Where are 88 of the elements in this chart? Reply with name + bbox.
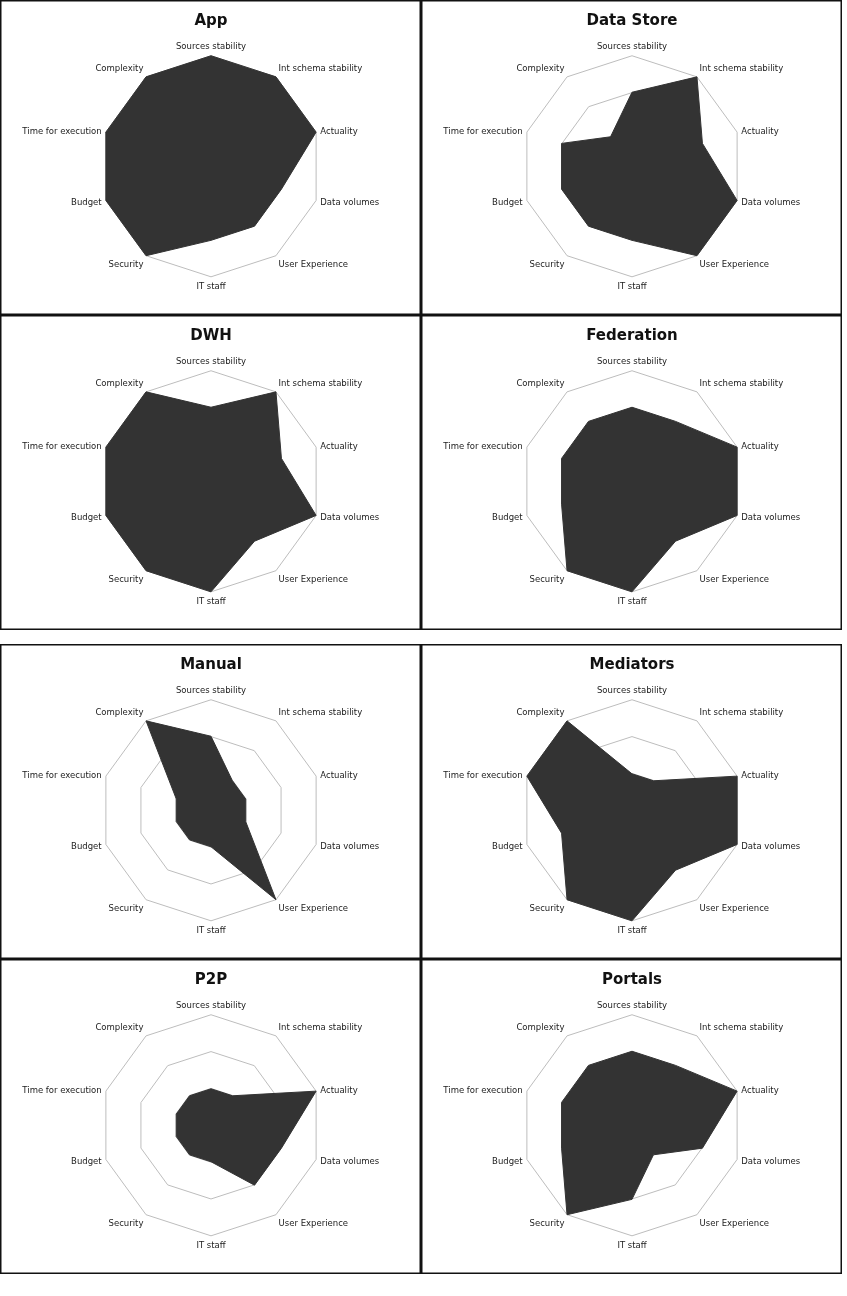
spoke-label: Int schema stability [278,707,363,718]
spoke-label: Actuality [741,769,779,780]
spoke-label: Sources stability [596,356,668,367]
spoke-label: Security [108,574,144,585]
spoke-label: Time for execution [442,769,523,780]
spoke-label: Int schema stability [699,378,784,389]
spoke-label: Complexity [516,707,565,718]
spoke-label: Budget [71,840,103,851]
spoke-label: Security [529,259,565,270]
spoke-label: Budget [492,840,524,851]
spoke-label: IT staff [617,1240,648,1251]
spoke-label: User Experience [278,1218,349,1229]
spoke-label: Security [529,903,565,914]
spoke-label: Int schema stability [699,63,784,74]
spoke-label: Int schema stability [278,63,363,74]
spoke-label: Budget [492,1155,524,1166]
spoke-label: Int schema stability [278,1022,363,1033]
spoke-label: Int schema stability [278,378,363,389]
spoke-label: Complexity [95,63,144,74]
spoke-label: Actuality [320,125,358,136]
spoke-label: Data volumes [741,511,801,522]
chart-title: Data Store [586,11,678,30]
spoke-label: Data volumes [320,196,380,207]
spoke-label: Security [108,903,144,914]
spoke-label: Actuality [320,769,358,780]
spoke-label: Security [529,1218,565,1229]
spoke-label: Security [108,259,144,270]
spoke-label: Complexity [516,378,565,389]
spoke-label: IT staff [196,281,227,292]
chart-title: Portals [601,970,663,989]
spoke-label: Complexity [516,1022,565,1033]
spoke-label: Security [529,574,565,585]
spoke-label: Time for execution [442,125,523,136]
chart-title: Federation [586,326,678,345]
spoke-label: Time for execution [442,1084,523,1095]
spoke-label: IT staff [617,925,648,936]
spoke-label: Complexity [516,63,565,74]
chart-title: App [194,11,228,30]
spoke-label: Budget [71,1155,103,1166]
spoke-label: User Experience [699,259,770,270]
spoke-label: Actuality [741,440,779,451]
spoke-label: Actuality [741,125,779,136]
spoke-label: Security [108,1218,144,1229]
spoke-label: Sources stability [596,41,668,52]
spoke-label: Sources stability [175,685,247,696]
spoke-label: Budget [492,511,524,522]
spoke-label: IT staff [196,1240,227,1251]
spoke-label: Int schema stability [699,707,784,718]
spoke-label: Complexity [95,1022,144,1033]
spoke-label: User Experience [699,1218,770,1229]
spoke-label: User Experience [699,574,770,585]
spoke-label: Data volumes [741,840,801,851]
chart-title: DWH [190,326,232,345]
chart-title: P2P [194,970,228,989]
spoke-label: Time for execution [21,769,102,780]
spoke-label: Complexity [95,707,144,718]
spoke-label: Budget [71,511,103,522]
spoke-label: IT staff [196,596,227,607]
spoke-label: Data volumes [320,511,380,522]
spoke-label: Data volumes [741,1155,801,1166]
spoke-label: Actuality [320,1084,358,1095]
spoke-label: User Experience [278,574,349,585]
spoke-label: IT staff [196,925,227,936]
spoke-label: Sources stability [596,1000,668,1011]
spoke-label: Sources stability [175,1000,247,1011]
chart-title: Mediators [589,655,675,674]
spoke-label: Sources stability [596,685,668,696]
spoke-label: User Experience [278,903,349,914]
chart-title: Manual [180,655,242,674]
spoke-label: Actuality [320,440,358,451]
spoke-label: Data volumes [741,196,801,207]
spoke-label: IT staff [617,596,648,607]
spoke-label: Complexity [95,378,144,389]
spoke-label: Data volumes [320,1155,380,1166]
spoke-label: Int schema stability [699,1022,784,1033]
spoke-label: Actuality [741,1084,779,1095]
spoke-label: User Experience [278,259,349,270]
spoke-label: Sources stability [175,356,247,367]
spoke-label: Time for execution [442,440,523,451]
spoke-label: Time for execution [21,125,102,136]
spoke-label: Time for execution [21,1084,102,1095]
spoke-label: Time for execution [21,440,102,451]
spoke-label: IT staff [617,281,648,292]
spoke-label: Sources stability [175,41,247,52]
spoke-label: Budget [71,196,103,207]
spoke-label: Data volumes [320,840,380,851]
spoke-label: User Experience [699,903,770,914]
spoke-label: Budget [492,196,524,207]
